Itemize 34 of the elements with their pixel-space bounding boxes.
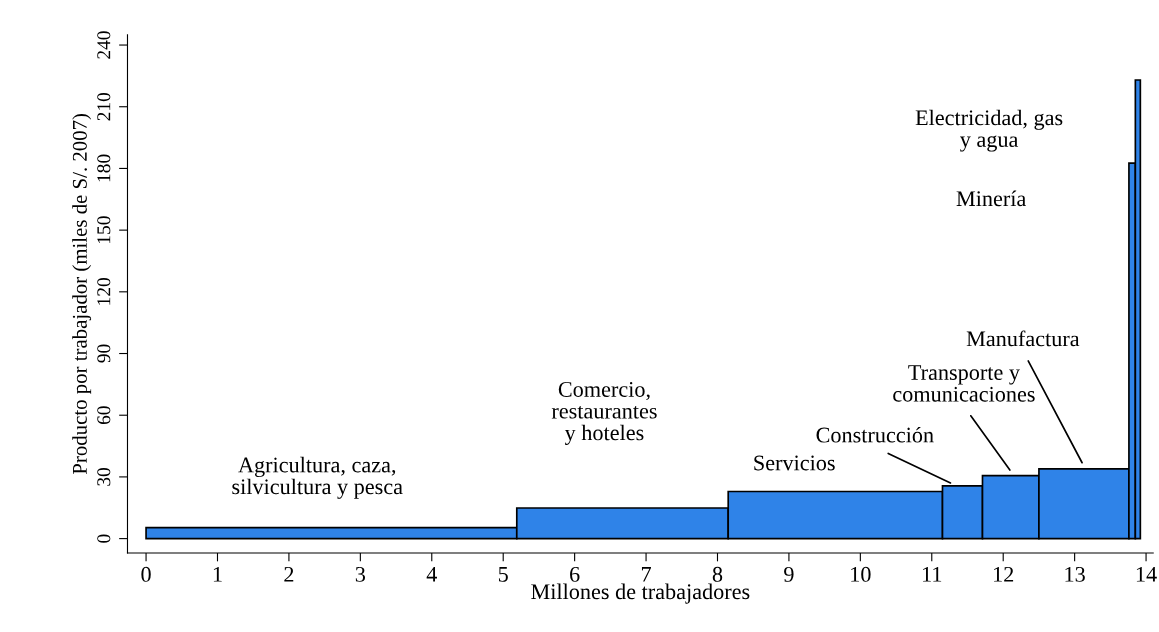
y-tick-label: 60 [97, 406, 111, 425]
y-tick-label: 0 [97, 534, 111, 543]
annotation: Comercio, restaurantes y hoteles [551, 381, 657, 445]
annotation: Construcción [816, 426, 934, 443]
x-axis-title: Millones de trabajadores [531, 583, 750, 604]
y-tick-label: 30 [97, 467, 111, 486]
x-tick-label: 0 [141, 566, 151, 582]
x-tick-label: 3 [355, 566, 366, 582]
y-tick-label: 120 [97, 277, 111, 305]
annotation: Agricultura, caza, silvicultura y pesca [232, 456, 403, 499]
x-tick-label: 2 [284, 566, 294, 582]
x-tick-label: 9 [784, 566, 794, 582]
x-tick-label: 4 [426, 566, 437, 582]
annotation: Electricidad, gas y agua [915, 109, 1063, 152]
y-axis-title: Producto por trabajador (miles de S/. 2007) [72, 113, 92, 475]
x-tick-label: 1 [213, 566, 222, 582]
x-tick-label: 14 [1136, 566, 1157, 582]
annotation: Servicios [754, 455, 835, 471]
y-tick-label: 240 [97, 31, 111, 59]
x-tick-label: 7 [641, 567, 651, 582]
y-tick-label: 90 [97, 344, 111, 363]
x-tick-label: 11 [923, 566, 942, 582]
y-tick-label: 210 [97, 92, 111, 121]
x-tick-label: 13 [1065, 566, 1085, 582]
y-tick-label: 150 [97, 216, 111, 243]
x-tick-label: 8 [712, 566, 723, 582]
annotation: Transporte y comunicaciones [893, 365, 1035, 402]
x-tick-label: 5 [498, 567, 508, 582]
x-tick-label: 10 [851, 566, 871, 582]
annotation: Manufactura [966, 330, 1080, 347]
x-tick-label: 12 [994, 566, 1014, 582]
y-tick-label: 180 [97, 154, 111, 182]
annotation: Minería [956, 190, 1027, 207]
x-tick-label: 6 [570, 566, 580, 582]
